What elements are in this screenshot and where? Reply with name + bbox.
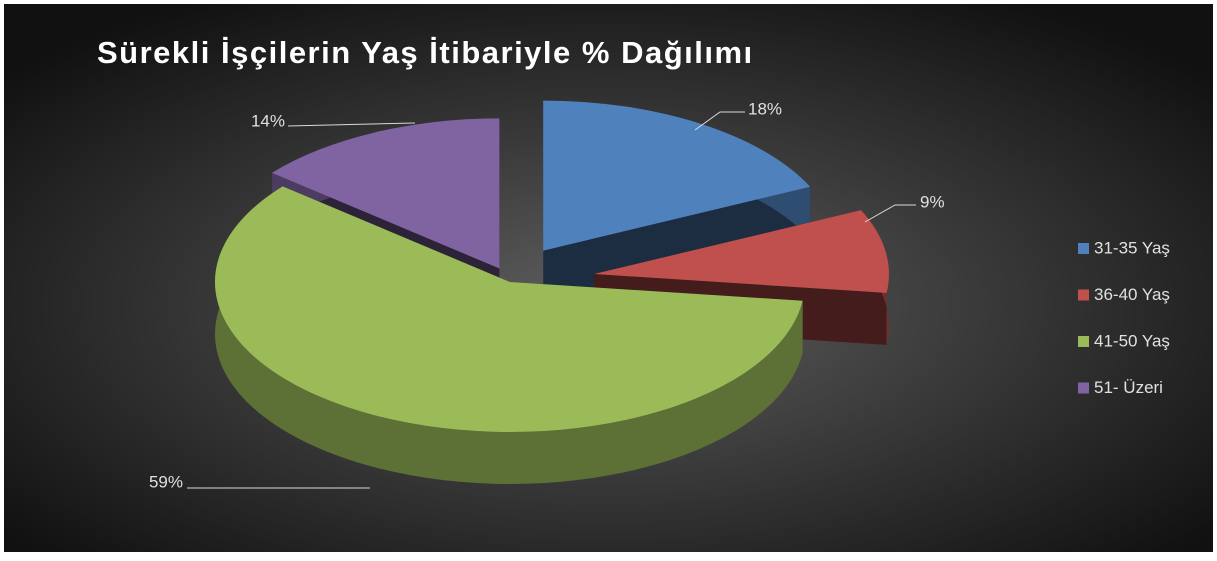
legend-label: 51- Üzeri (1094, 378, 1163, 397)
slice-top (543, 100, 811, 251)
data-label: 59% (149, 472, 183, 491)
leader-line (287, 122, 416, 127)
pie-slice (214, 186, 803, 485)
data-label: 18% (748, 99, 782, 118)
data-label: 14% (251, 111, 285, 130)
chart-title: Sürekli İşçilerin Yaş İtibariyle % Dağıl… (97, 35, 754, 70)
legend-swatch (1078, 243, 1089, 254)
leader-line (864, 204, 916, 223)
pie-slice (593, 210, 889, 345)
legend-label: 36-40 Yaş (1094, 285, 1170, 304)
slice-top (214, 186, 803, 432)
legend-swatch (1078, 382, 1089, 394)
legend-swatch (1078, 336, 1089, 347)
data-label: 9% (920, 192, 945, 211)
slice-top (593, 210, 889, 293)
legend-swatch (1078, 289, 1089, 301)
slice-top (272, 118, 500, 269)
leader-line (694, 111, 745, 131)
legend-label: 31-35 Yaş (1094, 238, 1170, 257)
legend-label: 41-50 Yaş (1094, 331, 1170, 350)
